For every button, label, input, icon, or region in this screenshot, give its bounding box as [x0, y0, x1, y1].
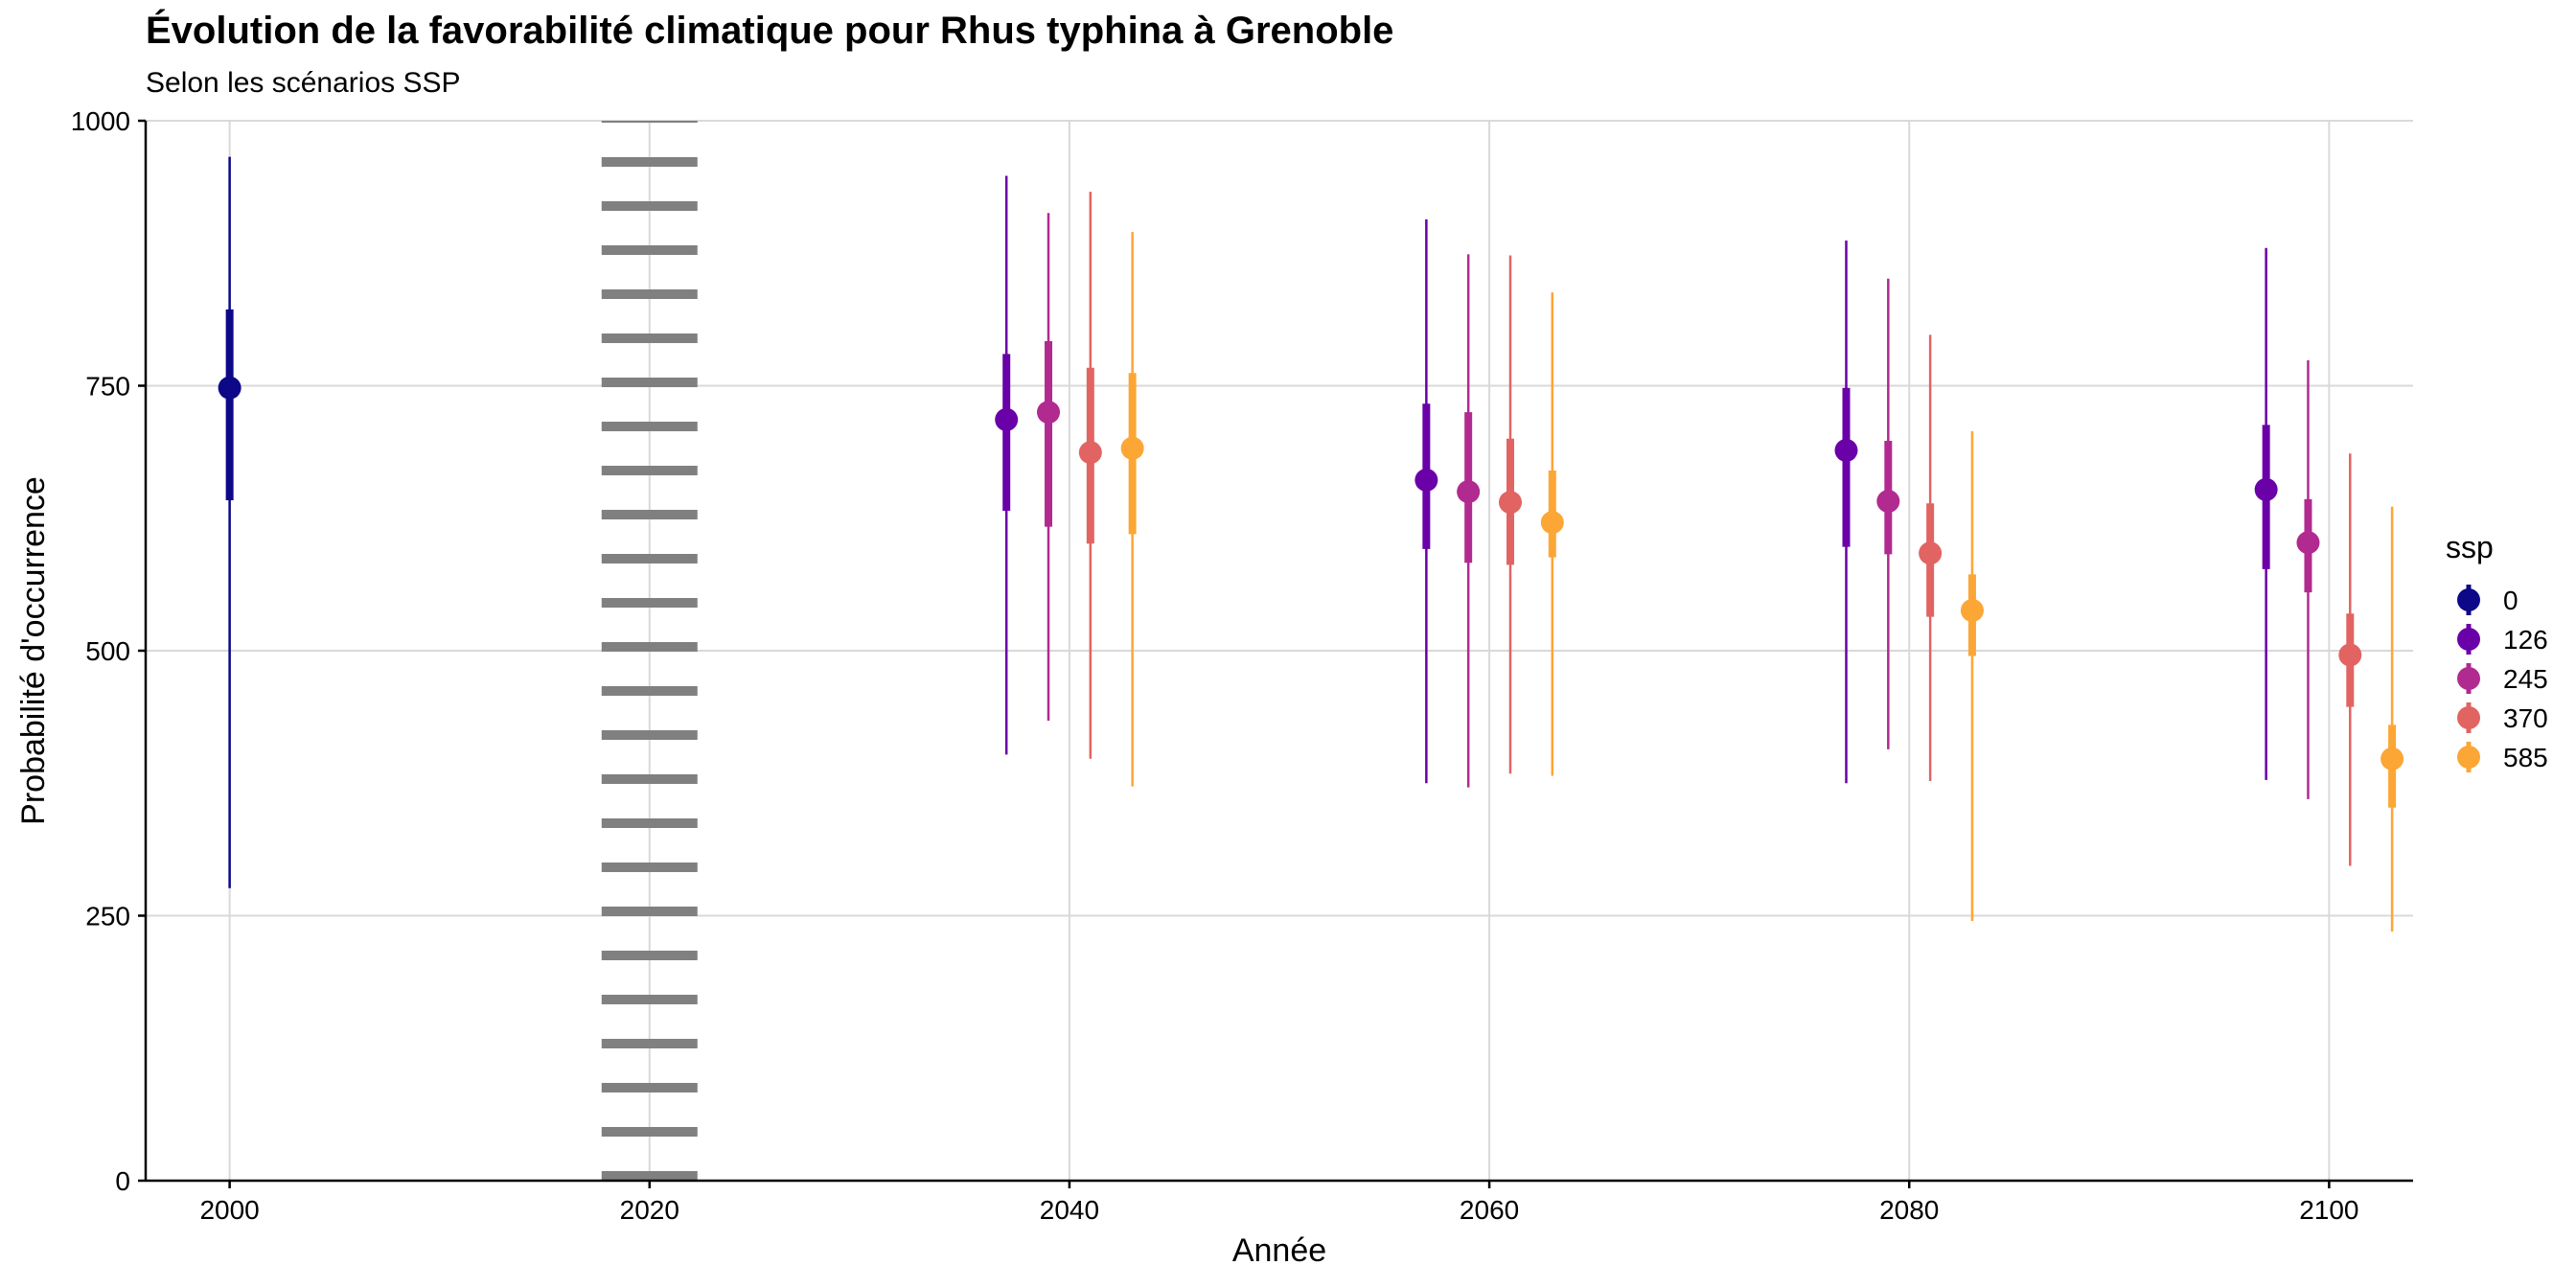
data-point	[1540, 511, 1564, 535]
y-tick-label: 500	[85, 636, 130, 666]
data-point	[1120, 436, 1144, 460]
y-tick-label: 750	[85, 372, 130, 402]
x-tick-label: 2100	[2299, 1195, 2358, 1225]
legend-key-point	[2457, 628, 2480, 651]
x-tick-label: 2000	[199, 1195, 259, 1225]
data-point	[218, 376, 242, 400]
legend: ssp 0 126 245 370 585	[2446, 530, 2548, 772]
data-point	[1960, 598, 1984, 622]
y-tick-label: 0	[115, 1166, 130, 1196]
data-point	[995, 407, 1019, 431]
legend-label: 0	[2503, 586, 2518, 615]
y-tick-label: 250	[85, 902, 130, 932]
data-point	[1078, 441, 1102, 465]
y-axis-title: Probabilité d'occurrence	[15, 476, 52, 825]
chart-subtitle: Selon les scénarios SSP	[146, 67, 461, 99]
data-point	[2380, 747, 2404, 770]
legend-key-point	[2457, 667, 2480, 690]
data-point	[1414, 468, 1438, 492]
legend-key-point	[2457, 706, 2480, 729]
legend-label: 126	[2503, 625, 2548, 655]
data-point	[1037, 401, 1061, 425]
data-point	[2296, 531, 2320, 555]
data-point	[1919, 541, 1943, 565]
x-tick-label: 2020	[620, 1195, 679, 1225]
x-tick-label: 2040	[1040, 1195, 1099, 1225]
legend-key-point	[2457, 588, 2480, 611]
legend-title: ssp	[2446, 530, 2494, 564]
data-marks	[218, 156, 2404, 932]
legend-key-point	[2457, 746, 2480, 769]
data-point	[1876, 490, 1900, 514]
legend-label: 245	[2503, 664, 2548, 694]
data-point	[2254, 477, 2278, 501]
axes: 0 250 500 750 1000 2000 2020 2040 2060 2080 2100 An…	[15, 106, 2413, 1269]
grid	[146, 120, 2413, 1182]
data-point	[1834, 438, 1858, 462]
data-point	[1498, 491, 1522, 515]
legend-label: 585	[2503, 743, 2548, 772]
x-tick-label: 2080	[1879, 1195, 1939, 1225]
x-tick-label: 2060	[1460, 1195, 1519, 1225]
data-point	[1457, 480, 1481, 504]
legend-label: 370	[2503, 703, 2548, 733]
y-tick-label: 1000	[71, 106, 130, 136]
chart-title: Évolution de la favorabilité climatique …	[146, 10, 1394, 52]
x-axis-title: Année	[1232, 1232, 1326, 1269]
data-point	[2338, 643, 2362, 667]
